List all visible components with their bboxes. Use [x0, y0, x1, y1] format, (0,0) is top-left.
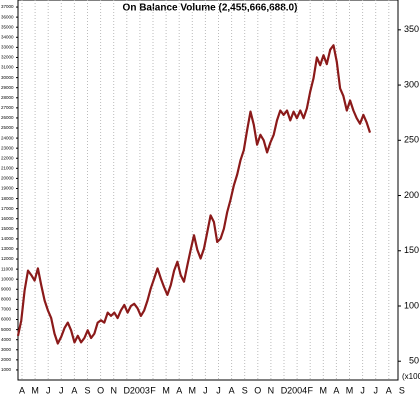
y2-tick-label: 28000	[1, 95, 14, 100]
x-tick-label: J	[46, 385, 51, 395]
x-tick-label: 2003	[130, 385, 150, 395]
chart-title: On Balance Volume (2,455,666,688.0)	[123, 3, 298, 14]
x-tick-label: S	[242, 385, 248, 395]
x-tick-label: D	[281, 385, 288, 395]
y2-tick-label: 36000	[1, 14, 14, 19]
y2-tick-label: 34000	[1, 34, 14, 39]
y2-tick-label: 23000	[1, 145, 14, 150]
x-tick-label: A	[386, 385, 392, 395]
y2-tick-label: 17000	[1, 206, 14, 211]
x-tick-label: M	[189, 385, 197, 395]
y2-tick-label: 7000	[1, 307, 12, 312]
x-tick-label: O	[254, 385, 261, 395]
y-tick-label: 300	[404, 79, 419, 89]
x-tick-label: J	[59, 385, 64, 395]
x-tick-label: A	[333, 385, 339, 395]
y2-tick-label: 25000	[1, 125, 14, 130]
x-tick-label: A	[176, 385, 182, 395]
y-tick-label: 200	[404, 190, 419, 200]
y-tick-label: 50	[409, 356, 419, 366]
y-tick-label: 100	[404, 300, 419, 310]
y2-tick-label: 37000	[1, 4, 14, 9]
y2-tick-label: 2000	[1, 357, 12, 362]
x-tick-label: S	[84, 385, 90, 395]
axis-note: (x100	[402, 372, 420, 381]
x-tick-label: F	[150, 385, 156, 395]
x-tick-label: A	[71, 385, 77, 395]
y2-tick-label: 24000	[1, 135, 14, 140]
plot-frame	[17, 0, 399, 381]
x-tick-label: A	[229, 385, 235, 395]
y2-tick-label: 6000	[1, 317, 12, 322]
y-tick-label: 250	[404, 135, 419, 145]
y2-tick-label: 26000	[1, 115, 14, 120]
y2-tick-label: 33000	[1, 45, 14, 50]
y2-tick-label: 10000	[1, 276, 14, 281]
y2-tick-label: 16000	[1, 216, 14, 221]
x-tick-label: A	[19, 385, 25, 395]
x-tick-label: O	[97, 385, 104, 395]
y2-tick-label: 3000	[1, 347, 12, 352]
x-tick-label: J	[360, 385, 365, 395]
x-tick-label: S	[399, 385, 405, 395]
obv-line	[16, 44, 372, 345]
x-tick-label: J	[373, 385, 378, 395]
y-tick-label: 350	[404, 24, 419, 34]
y2-tick-label: 14000	[1, 236, 14, 241]
y2-tick-label: 12000	[1, 256, 14, 261]
y2-tick-label: 15000	[1, 226, 14, 231]
x-tick-label: N	[268, 385, 275, 395]
x-tick-label: M	[162, 385, 170, 395]
x-tick-label: J	[216, 385, 221, 395]
y2-tick-label: 4000	[1, 337, 12, 342]
y2-tick-label: 27000	[1, 105, 14, 110]
y2-tick-label: 35000	[1, 24, 14, 29]
y2-tick-label: 18000	[1, 196, 14, 201]
y2-tick-label: 21000	[1, 166, 14, 171]
y2-tick-label: 1000	[1, 367, 12, 372]
x-tick-label: M	[346, 385, 354, 395]
y2-tick-label: 29000	[1, 85, 14, 90]
x-tick-label: D	[124, 385, 131, 395]
y2-tick-label: 30000	[1, 75, 14, 80]
y2-tick-label: 19000	[1, 186, 14, 191]
x-tick-label: J	[203, 385, 208, 395]
y2-tick-label: 20000	[1, 176, 14, 181]
y2-tick-label: 9000	[1, 286, 12, 291]
y2-tick-label: 8000	[1, 297, 12, 302]
y2-tick-label: 13000	[1, 246, 14, 251]
y2-tick-label: 31000	[1, 65, 14, 70]
y2-tick-label: 32000	[1, 55, 14, 60]
y2-tick-label: 5000	[1, 327, 12, 332]
x-tick-label: M	[31, 385, 39, 395]
y-tick-label: 150	[404, 245, 419, 255]
x-tick-label: 2004	[287, 385, 307, 395]
y2-tick-label: 22000	[1, 155, 14, 160]
y2-tick-label: 11000	[1, 266, 14, 271]
x-tick-label: M	[320, 385, 328, 395]
x-tick-label: F	[307, 385, 313, 395]
x-tick-label: N	[110, 385, 117, 395]
